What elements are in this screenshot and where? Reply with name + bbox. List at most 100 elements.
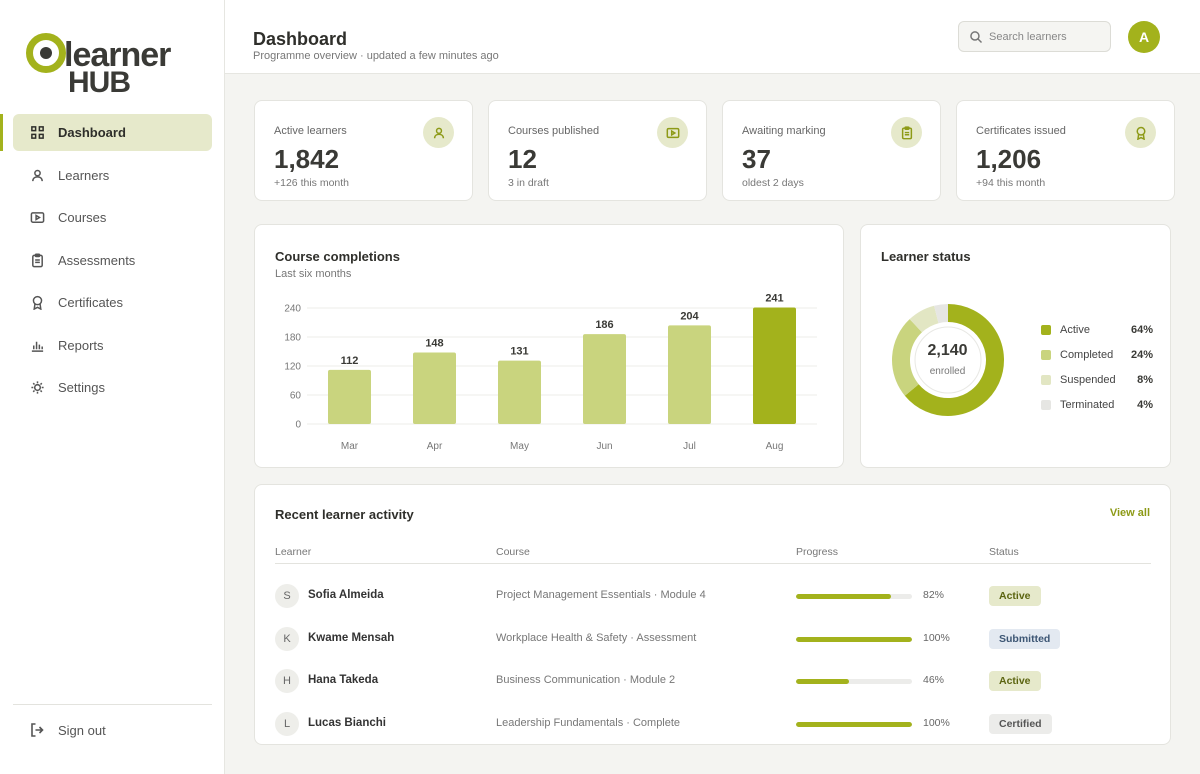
- sidebar-item-label: Reports: [58, 337, 104, 353]
- sidebar-item-dashboard[interactable]: Dashboard: [0, 114, 212, 151]
- legend-value: 24%: [1130, 348, 1153, 361]
- bar-value-label: 204: [680, 310, 699, 322]
- top-header: Dashboard Programme overview · updated a…: [225, 0, 1200, 74]
- bar-value-label: 148: [425, 337, 443, 349]
- legend-swatch: [1041, 349, 1051, 360]
- learner-initial-avatar: H: [275, 669, 299, 693]
- page-subtitle: Programme overview · updated a few minut…: [253, 50, 499, 62]
- donut-legend: Active 64% Completed 24% Suspended 8% Te…: [1041, 317, 1153, 417]
- learner-initial-avatar: L: [275, 712, 299, 736]
- column-header-progress: Progress: [796, 546, 839, 558]
- search-box[interactable]: [958, 21, 1111, 52]
- x-tick-label: Aug: [766, 441, 784, 452]
- course-completions-card: Course completions Last six months 0 60 12…: [254, 224, 844, 468]
- page-title: Dashboard: [253, 29, 348, 49]
- sign-out-button[interactable]: Sign out: [13, 712, 212, 748]
- progress-bar: [796, 679, 912, 684]
- learner-initial-avatar: S: [275, 584, 299, 608]
- x-tick-label: Jul: [683, 441, 696, 452]
- bar: [583, 334, 626, 424]
- progress-bar: [796, 594, 912, 599]
- stat-card-courses-published: Courses published 12 3 in draft: [488, 100, 707, 201]
- sign-out-label: Sign out: [58, 722, 106, 738]
- progress-percent: 46%: [923, 674, 945, 686]
- progress-percent: 82%: [923, 589, 945, 601]
- table-header-divider: [275, 563, 1151, 564]
- logo-word-learner: learner: [64, 36, 171, 74]
- award-icon: [1125, 117, 1156, 148]
- status-badge: Active: [989, 671, 1041, 691]
- course-name: Leadership Fundamentals · Complete: [496, 717, 681, 729]
- sidebar-item-courses[interactable]: Courses: [13, 199, 212, 236]
- learner-status-donut: [892, 304, 1004, 416]
- search-input[interactable]: [989, 30, 1099, 43]
- legend-label: Completed: [1060, 348, 1114, 361]
- sidebar-item-reports[interactable]: Reports: [13, 327, 212, 364]
- stat-value: 12: [508, 144, 537, 174]
- logout-icon: [31, 723, 44, 737]
- learner-name: Hana Takeda: [308, 674, 379, 686]
- legend-label: Suspended: [1060, 373, 1116, 386]
- sidebar-item-label: Assessments: [58, 252, 136, 268]
- view-all-link[interactable]: View all: [1109, 507, 1150, 519]
- y-tick-label: 240: [284, 304, 301, 315]
- legend-item-active: Active 64%: [1041, 317, 1153, 342]
- sidebar-item-label: Dashboard: [58, 125, 126, 140]
- bar: [413, 352, 456, 424]
- user-avatar[interactable]: A: [1128, 21, 1160, 53]
- legend-swatch: [1041, 399, 1051, 410]
- clipboard-icon: [29, 252, 45, 268]
- y-tick-label: 180: [284, 333, 301, 344]
- bar-value-label: 186: [595, 319, 613, 331]
- course-name: Project Management Essentials · Module 4: [496, 589, 706, 601]
- table-row[interactable]: S Sofia Almeida Project Management Essen…: [275, 575, 1151, 617]
- legend-label: Active: [1060, 323, 1090, 336]
- sidebar-item-learners[interactable]: Learners: [13, 157, 212, 194]
- y-tick-label: 120: [284, 362, 301, 373]
- bar: [753, 307, 796, 424]
- sidebar: learner HUB Dashboard Learners Courses A…: [0, 0, 225, 774]
- column-header-learner: Learner: [275, 546, 312, 558]
- stat-label: Active learners: [274, 125, 347, 137]
- sidebar-item-certificates[interactable]: Certificates: [13, 284, 212, 321]
- y-tick-label: 0: [295, 420, 301, 431]
- table-row[interactable]: H Hana Takeda Business Communication · M…: [275, 660, 1151, 702]
- play-icon: [657, 117, 688, 148]
- status-badge: Certified: [989, 714, 1052, 734]
- logo-ring-icon: [26, 33, 66, 73]
- table-row[interactable]: K Kwame Mensah Workplace Health & Safety…: [275, 618, 1151, 660]
- donut-slice-completed: [892, 319, 923, 396]
- learner-status-card: Learner status 2,140 enrolled Active 64%…: [860, 224, 1171, 468]
- table-row[interactable]: L Lucas Bianchi Leadership Fundamentals …: [275, 703, 1151, 745]
- legend-item-completed: Completed 24%: [1041, 342, 1153, 367]
- sidebar-item-assessments[interactable]: Assessments: [13, 242, 212, 279]
- learner-name: Lucas Bianchi: [308, 717, 386, 729]
- stat-label: Courses published: [508, 125, 600, 137]
- progress-bar: [796, 722, 912, 727]
- bar: [668, 325, 711, 424]
- stat-value: 37: [742, 144, 771, 174]
- grid-icon: [29, 125, 45, 141]
- sidebar-item-settings[interactable]: Settings: [13, 369, 212, 406]
- progress-percent: 100%: [923, 717, 950, 729]
- bar-value-label: 112: [341, 355, 359, 367]
- progress-bar-fill: [796, 594, 892, 599]
- stat-card-certificates-issued: Certificates issued 1,206 +94 this month: [956, 100, 1175, 201]
- sidebar-nav: Dashboard Learners Courses Assessments C…: [0, 114, 212, 412]
- completions-bar-chart: 0 60 120 180 240 112 Mar 148 Apr 131 May 186 Jun 204 J…: [284, 293, 817, 452]
- donut-slice-suspended: [909, 305, 939, 333]
- sidebar-item-label: Courses: [58, 210, 107, 225]
- logo-word-hub: HUB: [68, 66, 131, 99]
- legend-value: 64%: [1130, 323, 1153, 336]
- stat-value: 1,842: [274, 144, 340, 174]
- card-title: Learner status: [881, 249, 971, 264]
- card-subtitle: Last six months: [275, 268, 352, 280]
- progress-bar-fill: [796, 637, 912, 642]
- donut-total-label: enrolled: [929, 366, 966, 377]
- bar: [498, 360, 541, 424]
- learnerhub-logo[interactable]: learner HUB: [24, 30, 184, 100]
- stat-label: Awaiting marking: [742, 125, 826, 137]
- stat-note: oldest 2 days: [742, 177, 804, 189]
- column-header-course: Course: [496, 546, 530, 558]
- bar-chart-icon: [29, 337, 45, 353]
